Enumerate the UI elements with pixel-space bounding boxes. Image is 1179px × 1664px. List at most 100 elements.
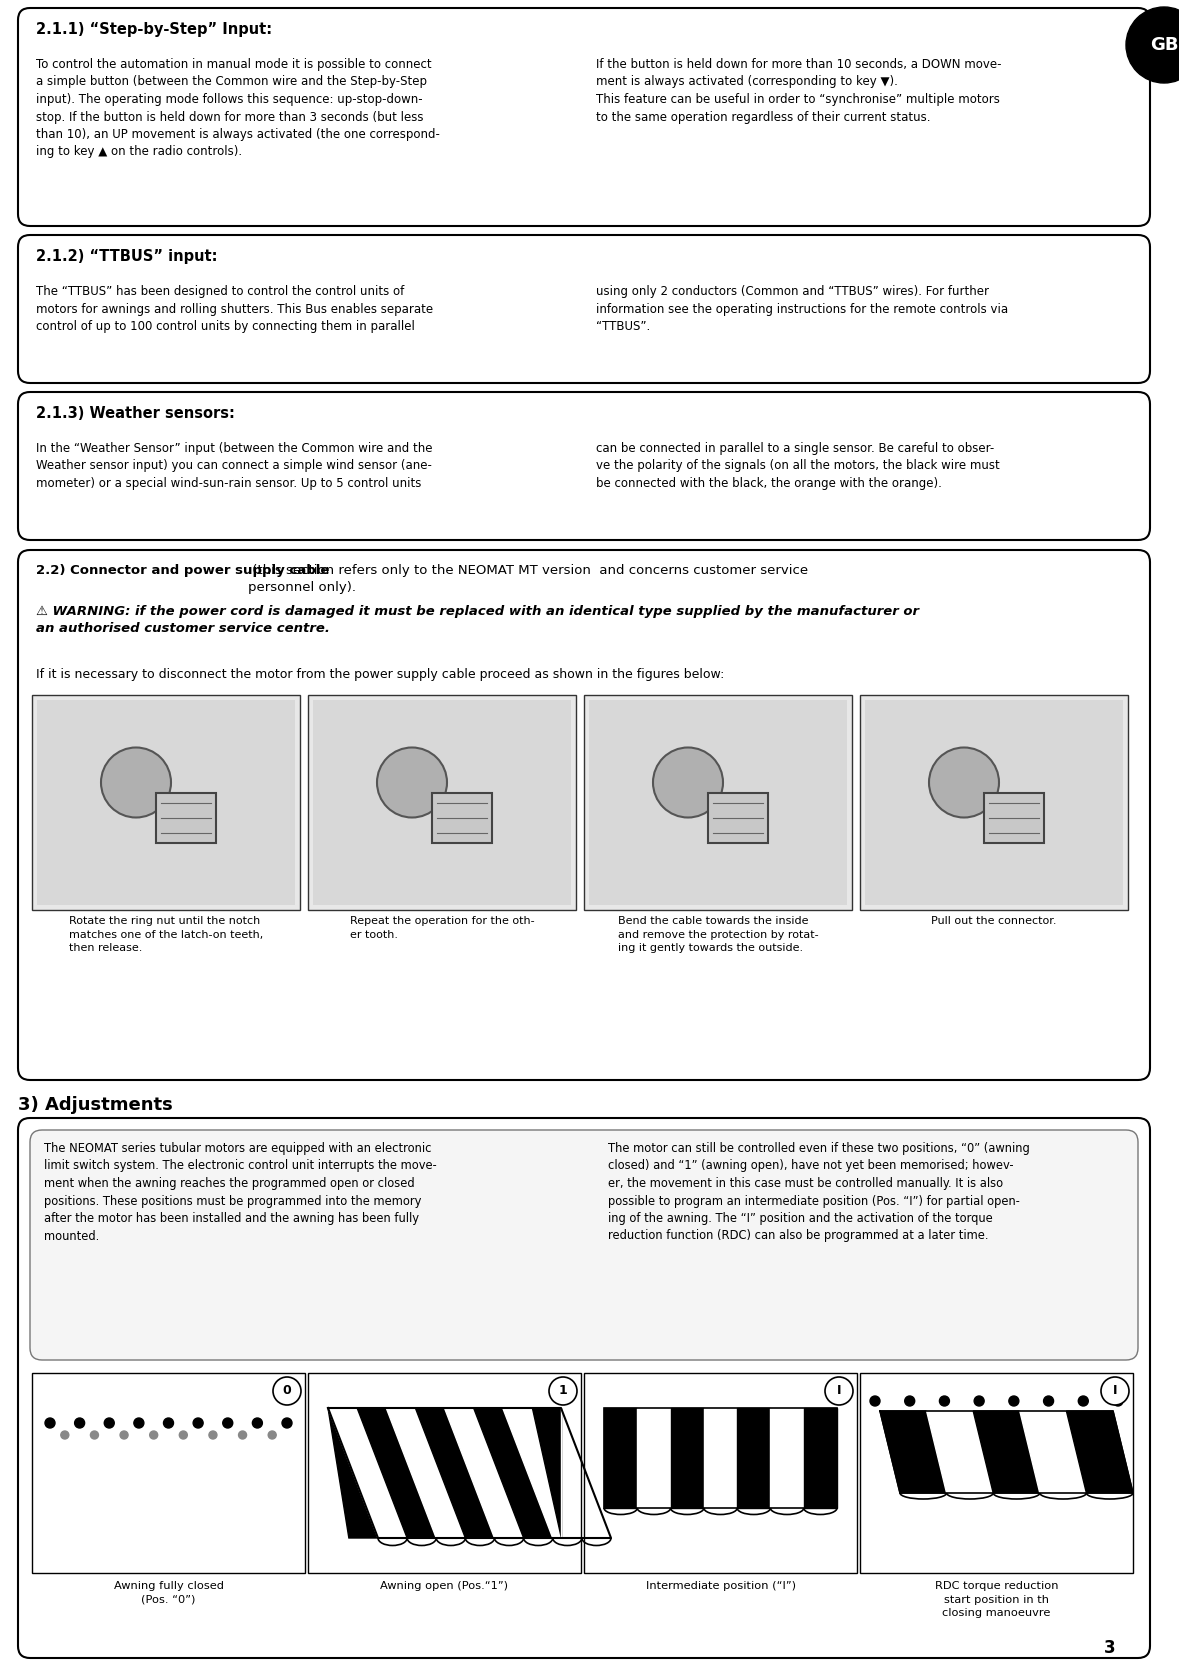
Polygon shape bbox=[638, 1408, 671, 1508]
Text: Pull out the connector.: Pull out the connector. bbox=[931, 915, 1056, 925]
Circle shape bbox=[282, 1418, 292, 1428]
Circle shape bbox=[870, 1396, 880, 1406]
Circle shape bbox=[1101, 1378, 1129, 1404]
Polygon shape bbox=[927, 1411, 993, 1493]
Polygon shape bbox=[880, 1411, 947, 1493]
Text: GB: GB bbox=[1150, 37, 1178, 53]
Circle shape bbox=[274, 1378, 301, 1404]
FancyBboxPatch shape bbox=[18, 1118, 1150, 1657]
Polygon shape bbox=[1066, 1411, 1133, 1493]
Circle shape bbox=[940, 1396, 949, 1406]
Bar bbox=[604, 1408, 837, 1508]
Polygon shape bbox=[671, 1408, 704, 1508]
Text: 0: 0 bbox=[283, 1384, 291, 1398]
Text: To control the automation in manual mode it is possible to connect
a simple butt: To control the automation in manual mode… bbox=[37, 58, 440, 158]
Text: 3) Adjustments: 3) Adjustments bbox=[18, 1097, 173, 1113]
Circle shape bbox=[825, 1378, 852, 1404]
Circle shape bbox=[209, 1431, 217, 1439]
Circle shape bbox=[91, 1431, 98, 1439]
Polygon shape bbox=[357, 1408, 436, 1538]
Text: 2.1.2) “TTBUS” input:: 2.1.2) “TTBUS” input: bbox=[37, 250, 217, 265]
Bar bbox=[156, 792, 216, 842]
Circle shape bbox=[120, 1431, 129, 1439]
Bar bbox=[984, 792, 1043, 842]
Polygon shape bbox=[604, 1408, 638, 1508]
Bar bbox=[859, 1373, 1133, 1572]
Bar bbox=[308, 696, 577, 910]
Polygon shape bbox=[474, 1408, 553, 1538]
Bar bbox=[584, 696, 852, 910]
Circle shape bbox=[1043, 1396, 1054, 1406]
Circle shape bbox=[238, 1431, 246, 1439]
Text: Intermediate position (“I”): Intermediate position (“I”) bbox=[645, 1581, 796, 1591]
Text: If it is necessary to disconnect the motor from the power supply cable proceed a: If it is necessary to disconnect the mot… bbox=[37, 667, 724, 681]
Circle shape bbox=[1126, 7, 1179, 83]
Bar bbox=[32, 1373, 305, 1572]
Text: The motor can still be controlled even if these two positions, “0” (awning
close: The motor can still be controlled even i… bbox=[608, 1142, 1029, 1243]
Circle shape bbox=[1009, 1396, 1019, 1406]
Circle shape bbox=[193, 1418, 203, 1428]
Bar bbox=[584, 1373, 857, 1572]
Bar bbox=[308, 1373, 581, 1572]
Polygon shape bbox=[328, 1408, 407, 1538]
Circle shape bbox=[223, 1418, 232, 1428]
Bar bbox=[432, 792, 492, 842]
Bar bbox=[865, 701, 1124, 905]
Text: ⚠ WARNING: if the power cord is damaged it must be replaced with an identical ty: ⚠ WARNING: if the power cord is damaged … bbox=[37, 606, 918, 636]
Circle shape bbox=[45, 1418, 55, 1428]
Text: 2.1.3) Weather sensors:: 2.1.3) Weather sensors: bbox=[37, 406, 235, 421]
Bar bbox=[709, 792, 768, 842]
Text: Repeat the operation for the oth-
er tooth.: Repeat the operation for the oth- er too… bbox=[350, 915, 534, 940]
Text: I: I bbox=[1113, 1384, 1118, 1398]
Text: Awning fully closed
(Pos. “0”): Awning fully closed (Pos. “0”) bbox=[113, 1581, 224, 1604]
Bar bbox=[312, 701, 571, 905]
Circle shape bbox=[101, 747, 171, 817]
Polygon shape bbox=[973, 1411, 1040, 1493]
Text: 2.1.1) “Step-by-Step” Input:: 2.1.1) “Step-by-Step” Input: bbox=[37, 22, 272, 37]
Text: 3: 3 bbox=[1105, 1639, 1115, 1657]
Circle shape bbox=[150, 1431, 158, 1439]
Circle shape bbox=[549, 1378, 577, 1404]
Circle shape bbox=[74, 1418, 85, 1428]
FancyBboxPatch shape bbox=[29, 1130, 1138, 1359]
Text: 1: 1 bbox=[559, 1384, 567, 1398]
Circle shape bbox=[61, 1431, 68, 1439]
Polygon shape bbox=[770, 1408, 804, 1508]
Polygon shape bbox=[704, 1408, 737, 1508]
Circle shape bbox=[929, 747, 999, 817]
Text: The NEOMAT series tubular motors are equipped with an electronic
limit switch sy: The NEOMAT series tubular motors are equ… bbox=[44, 1142, 436, 1243]
Polygon shape bbox=[502, 1408, 561, 1538]
Polygon shape bbox=[1020, 1411, 1086, 1493]
Polygon shape bbox=[415, 1408, 494, 1538]
FancyBboxPatch shape bbox=[18, 235, 1150, 383]
Text: (this section refers only to the NEOMAT MT version  and concerns customer servic: (this section refers only to the NEOMAT … bbox=[248, 564, 808, 594]
Circle shape bbox=[377, 747, 447, 817]
Polygon shape bbox=[328, 1408, 378, 1538]
Circle shape bbox=[164, 1418, 173, 1428]
Circle shape bbox=[1113, 1396, 1124, 1406]
Polygon shape bbox=[804, 1408, 837, 1508]
FancyBboxPatch shape bbox=[18, 551, 1150, 1080]
Circle shape bbox=[904, 1396, 915, 1406]
Text: RDC torque reduction
start position in th
closing manoeuvre: RDC torque reduction start position in t… bbox=[935, 1581, 1059, 1617]
FancyBboxPatch shape bbox=[18, 393, 1150, 541]
Bar bbox=[32, 696, 299, 910]
Circle shape bbox=[268, 1431, 276, 1439]
Polygon shape bbox=[444, 1408, 523, 1538]
Text: using only 2 conductors (Common and “TTBUS” wires). For further
information see : using only 2 conductors (Common and “TTB… bbox=[597, 285, 1008, 333]
Text: Bend the cable towards the inside
and remove the protection by rotat-
ing it gen: Bend the cable towards the inside and re… bbox=[618, 915, 818, 953]
Circle shape bbox=[134, 1418, 144, 1428]
Polygon shape bbox=[532, 1408, 561, 1538]
Bar bbox=[859, 696, 1128, 910]
Text: The “TTBUS” has been designed to control the control units of
motors for awnings: The “TTBUS” has been designed to control… bbox=[37, 285, 433, 333]
Text: 2.2) Connector and power supply cable: 2.2) Connector and power supply cable bbox=[37, 564, 329, 577]
Polygon shape bbox=[387, 1408, 466, 1538]
FancyBboxPatch shape bbox=[18, 8, 1150, 226]
Text: In the “Weather Sensor” input (between the Common wire and the
Weather sensor in: In the “Weather Sensor” input (between t… bbox=[37, 443, 433, 489]
Text: can be connected in parallel to a single sensor. Be careful to obser-
ve the pol: can be connected in parallel to a single… bbox=[597, 443, 1000, 489]
Text: Awning open (Pos.“1”): Awning open (Pos.“1”) bbox=[381, 1581, 508, 1591]
Circle shape bbox=[1079, 1396, 1088, 1406]
Circle shape bbox=[974, 1396, 984, 1406]
Text: Rotate the ring nut until the notch
matches one of the latch-on teeth,
then rele: Rotate the ring nut until the notch matc… bbox=[68, 915, 263, 953]
Circle shape bbox=[179, 1431, 187, 1439]
